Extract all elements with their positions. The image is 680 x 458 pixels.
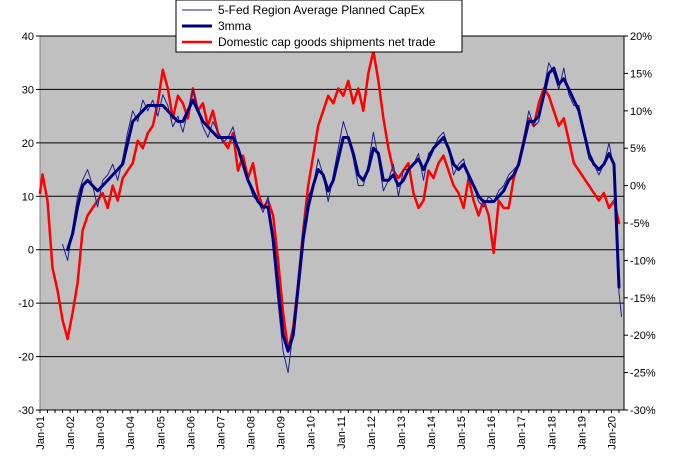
x-tick-label: Jan-13 <box>396 416 408 450</box>
y-right-tick-label: 15% <box>630 68 652 80</box>
x-tick-label: Jan-15 <box>456 416 468 450</box>
y-left-tick-label: -20 <box>18 352 34 364</box>
y-left-tick-label: 20 <box>22 138 34 150</box>
legend: 5-Fed Region Average Planned CapEx 3mma Do… <box>175 0 463 53</box>
x-tick-label: Jan-16 <box>486 416 498 450</box>
x-tick-label: Jan-06 <box>185 416 197 450</box>
y-right-tick-label: 5% <box>630 143 646 155</box>
x-tick-label: Jan-07 <box>215 416 227 450</box>
x-tick-label: Jan-10 <box>306 416 318 450</box>
y-left-tick-label: 0 <box>28 245 34 257</box>
y-right-tick-label: -30% <box>630 405 656 417</box>
series-line-1 <box>66 66 621 353</box>
y-left-tick-label: 40 <box>22 31 34 43</box>
y-left-tick-label: -10 <box>18 298 34 310</box>
y-right-tick-label: 20% <box>630 31 652 43</box>
x-tick-label: Jan-18 <box>546 416 558 450</box>
x-tick-label: Jan-09 <box>276 416 288 450</box>
y-left-tick-label: 30 <box>22 84 34 96</box>
x-tick-label: Jan-05 <box>155 416 167 450</box>
y-left-tick-label: -30 <box>18 405 34 417</box>
x-tick-label: Jan-04 <box>125 416 137 450</box>
y-right-tick-label: -25% <box>630 368 656 380</box>
y-right-tick-label: -15% <box>630 293 656 305</box>
x-tick-label: Jan-20 <box>606 416 618 450</box>
y-right-tick-label: -5% <box>630 218 650 230</box>
y-right-tick-label: 10% <box>630 106 652 118</box>
y-right-tick-label: 0% <box>630 181 646 193</box>
x-axis: Jan-01 Jan-02 Jan-03 Jan-04 Jan-05 Jan-06 Jan-… <box>35 409 624 450</box>
series-lines <box>38 49 622 374</box>
legend-box <box>175 0 463 53</box>
x-tick-label: Jan-02 <box>65 416 77 450</box>
y-left-tick-label: 10 <box>22 191 34 203</box>
series-line-0 <box>62 62 622 374</box>
x-tick-label: Jan-03 <box>95 416 107 450</box>
legend-label-1: 3mma <box>218 19 252 33</box>
x-tick-label: Jan-01 <box>35 416 47 450</box>
x-tick-label: Jan-17 <box>516 416 528 450</box>
x-tick-label: Jan-19 <box>576 416 588 450</box>
x-tick-label: Jan-12 <box>366 416 378 450</box>
x-tick-label: Jan-14 <box>426 416 438 450</box>
y-axis-left: 40 30 20 10 0 -10 -20 -30 <box>18 31 40 417</box>
legend-label-2: Domestic cap goods shipments net trade <box>218 35 436 49</box>
x-tick-label: Jan-08 <box>246 416 258 450</box>
y-axis-right: 20% 15% 10% 5% 0% -5% -10% -15% -20% -25% -30% <box>623 31 656 417</box>
plot-area <box>39 35 625 411</box>
legend-label-0: 5-Fed Region Average Planned CapEx <box>218 3 425 17</box>
y-right-tick-label: -10% <box>630 255 656 267</box>
x-tick-label: Jan-11 <box>336 416 348 449</box>
y-right-tick-label: -20% <box>630 330 656 342</box>
